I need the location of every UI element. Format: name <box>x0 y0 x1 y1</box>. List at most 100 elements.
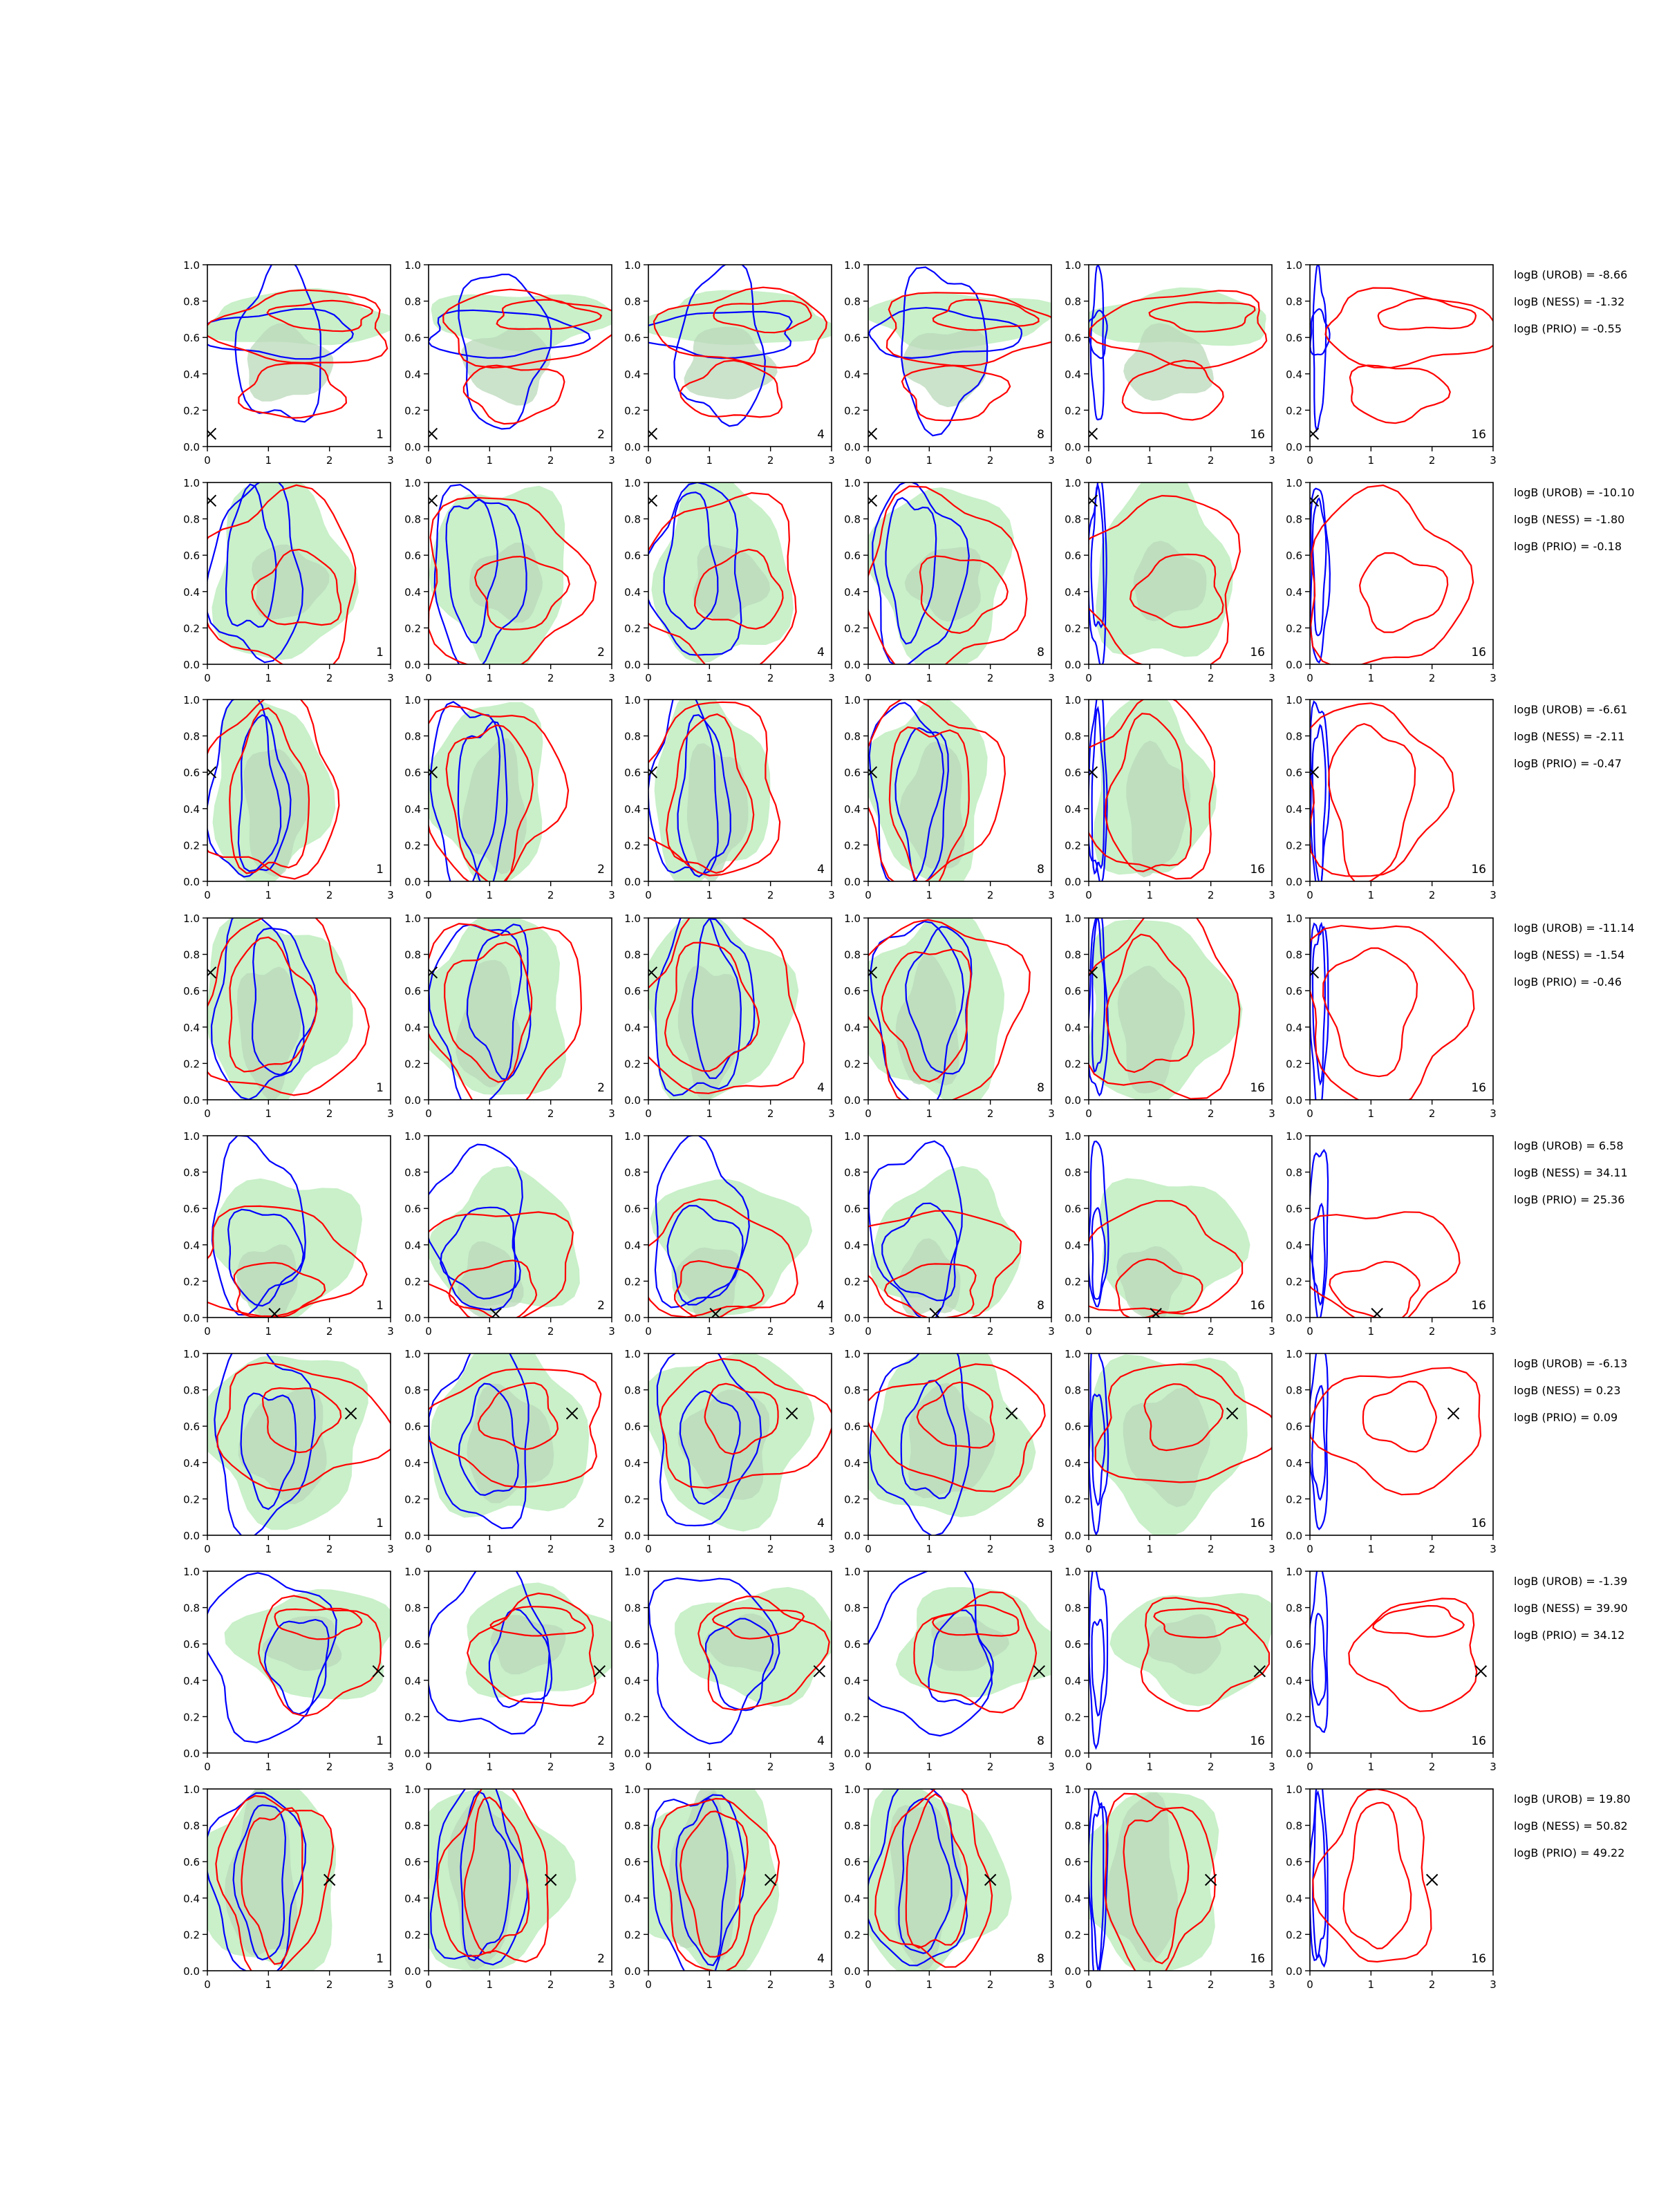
y-tick-label: 0.2 <box>1065 1058 1081 1070</box>
y-tick-label: 0.6 <box>183 332 200 344</box>
x-tick-label: 0 <box>425 889 432 901</box>
y-tick-label: 0.8 <box>624 1167 641 1179</box>
red-contour-2 <box>477 1382 559 1450</box>
panel-frame <box>1088 917 1273 1100</box>
x-tick-label: 3 <box>1048 1107 1055 1120</box>
x-tick-label: 3 <box>387 1107 394 1120</box>
true-value-marker <box>544 1873 557 1886</box>
panel-r2-c2: 2 0.0 0.2 0.4 0.6 0.8 1.0 0 1 2 3 <box>404 477 615 684</box>
panel-frame <box>207 1353 391 1536</box>
y-tick-label: 0.2 <box>404 839 421 852</box>
y-tick-label: 0.8 <box>183 1385 200 1397</box>
x-tick-label: 3 <box>1268 672 1275 684</box>
y-tick-label: 0.0 <box>624 1530 641 1542</box>
true-value-marker <box>868 766 878 778</box>
blue-contour-2 <box>240 1392 297 1510</box>
y-tick-label: 0.8 <box>1065 949 1081 962</box>
logb-annotation: logB (NESS) = 34.11 <box>1514 1166 1628 1179</box>
x-tick-label: 0 <box>1085 1978 1092 1991</box>
y-tick-label: 1.0 <box>624 694 641 706</box>
red-contour-1 <box>1104 1792 1217 1971</box>
x-tick-label: 2 <box>326 1978 333 1991</box>
y-tick-label: 0.2 <box>404 1711 421 1723</box>
logb-annotation: logB (UROB) = -11.14 <box>1514 921 1635 935</box>
x-tick-label: 2 <box>547 454 554 467</box>
prior-density-level-2 <box>677 1389 770 1500</box>
red-contour-1 <box>1310 1367 1482 1496</box>
y-tick-label: 0.0 <box>624 1312 641 1324</box>
y-tick-label: 0.0 <box>844 1747 861 1760</box>
blue-contour-2 <box>894 727 949 881</box>
y-tick-label: 0.4 <box>624 803 641 816</box>
y-tick-label: 0.6 <box>844 1638 861 1651</box>
prior-density-level-2 <box>1123 1387 1210 1508</box>
panel-frame <box>868 1571 1052 1754</box>
x-tick-label: 1 <box>706 672 713 684</box>
y-tick-label: 0.0 <box>1286 1747 1302 1760</box>
x-tick-label: 3 <box>608 1978 615 1991</box>
y-tick-label: 0.2 <box>844 1493 861 1506</box>
y-tick-label: 0.8 <box>1286 1167 1302 1179</box>
y-tick-label: 0.4 <box>183 1022 200 1034</box>
y-tick-label: 0.4 <box>1065 586 1081 599</box>
blue-contour-2 <box>457 720 508 881</box>
prior-density-level-1 <box>868 292 1051 350</box>
x-tick-label: 1 <box>487 1761 494 1773</box>
red-contour-2 <box>261 1387 342 1454</box>
y-tick-label: 0.4 <box>844 1457 861 1470</box>
y-tick-label: 1.0 <box>1065 1783 1081 1796</box>
x-tick-label: 3 <box>828 1761 835 1773</box>
x-tick-label: 1 <box>1147 1978 1154 1991</box>
panel-r3-c6: 16 0.0 0.2 0.4 0.6 0.8 1.0 0 1 2 3 <box>1286 694 1497 901</box>
true-value-marker <box>648 966 658 979</box>
panel-frame <box>207 1788 391 1971</box>
red-contour-2 <box>1153 1607 1249 1639</box>
blue-contour-2 <box>905 926 973 1075</box>
y-tick-label: 0.0 <box>1065 1747 1081 1760</box>
y-tick-label: 0.0 <box>844 441 861 453</box>
y-tick-label: 0.8 <box>1286 1602 1302 1615</box>
red-contour-1 <box>874 1789 993 1968</box>
blue-contour-2 <box>1311 497 1327 637</box>
prior-density-level-2 <box>490 1615 566 1675</box>
x-tick-label: 3 <box>1268 454 1275 467</box>
panel-r1-c4: 8 0.0 0.2 0.4 0.6 0.8 1.0 0 1 2 3 <box>844 259 1055 467</box>
x-tick-label: 0 <box>425 1543 432 1555</box>
red-contour-1 <box>1089 700 1216 880</box>
x-tick-label: 3 <box>828 889 835 901</box>
true-value-marker <box>1204 1873 1217 1886</box>
blue-contour-2 <box>237 714 292 872</box>
red-contour-2 <box>1372 1604 1465 1638</box>
y-tick-label: 0.6 <box>1286 332 1302 344</box>
y-tick-label: 0.0 <box>183 1747 200 1760</box>
blue-contour-1 <box>650 1794 746 1971</box>
y-tick-label: 1.0 <box>404 1130 421 1143</box>
true-value-marker <box>207 966 217 979</box>
x-tick-label: 0 <box>425 1325 432 1338</box>
y-tick-label: 0.4 <box>844 368 861 381</box>
panel-label: 8 <box>1037 1517 1044 1530</box>
y-tick-label: 0.6 <box>183 1638 200 1651</box>
blue-contour-2 <box>885 496 937 645</box>
x-tick-label: 0 <box>865 672 872 684</box>
x-tick-label: 3 <box>1268 1761 1275 1773</box>
red-contour-2 <box>919 555 1009 635</box>
panel-r5-c4: 8 0.0 0.2 0.4 0.6 0.8 1.0 0 1 2 3 <box>844 1130 1055 1338</box>
true-value-marker <box>593 1665 606 1678</box>
y-tick-label: 0.2 <box>404 1493 421 1506</box>
y-tick-label: 0.0 <box>183 441 200 453</box>
prior-density-level-2 <box>462 738 527 874</box>
panel-frame <box>868 1135 1052 1318</box>
x-tick-label: 3 <box>1268 1978 1275 1991</box>
blue-contour-1 <box>648 482 742 656</box>
prior-density-level-2 <box>236 1244 298 1318</box>
panel-frame <box>1309 1353 1494 1536</box>
blue-contour-2 <box>677 714 731 878</box>
prior-density-level-2 <box>692 544 771 621</box>
red-contour-1 <box>429 496 597 664</box>
y-tick-label: 1.0 <box>844 1566 861 1578</box>
blue-contour-1 <box>207 1572 337 1743</box>
y-tick-label: 0.8 <box>844 296 861 308</box>
x-tick-label: 2 <box>326 889 333 901</box>
true-value-marker <box>648 427 658 440</box>
